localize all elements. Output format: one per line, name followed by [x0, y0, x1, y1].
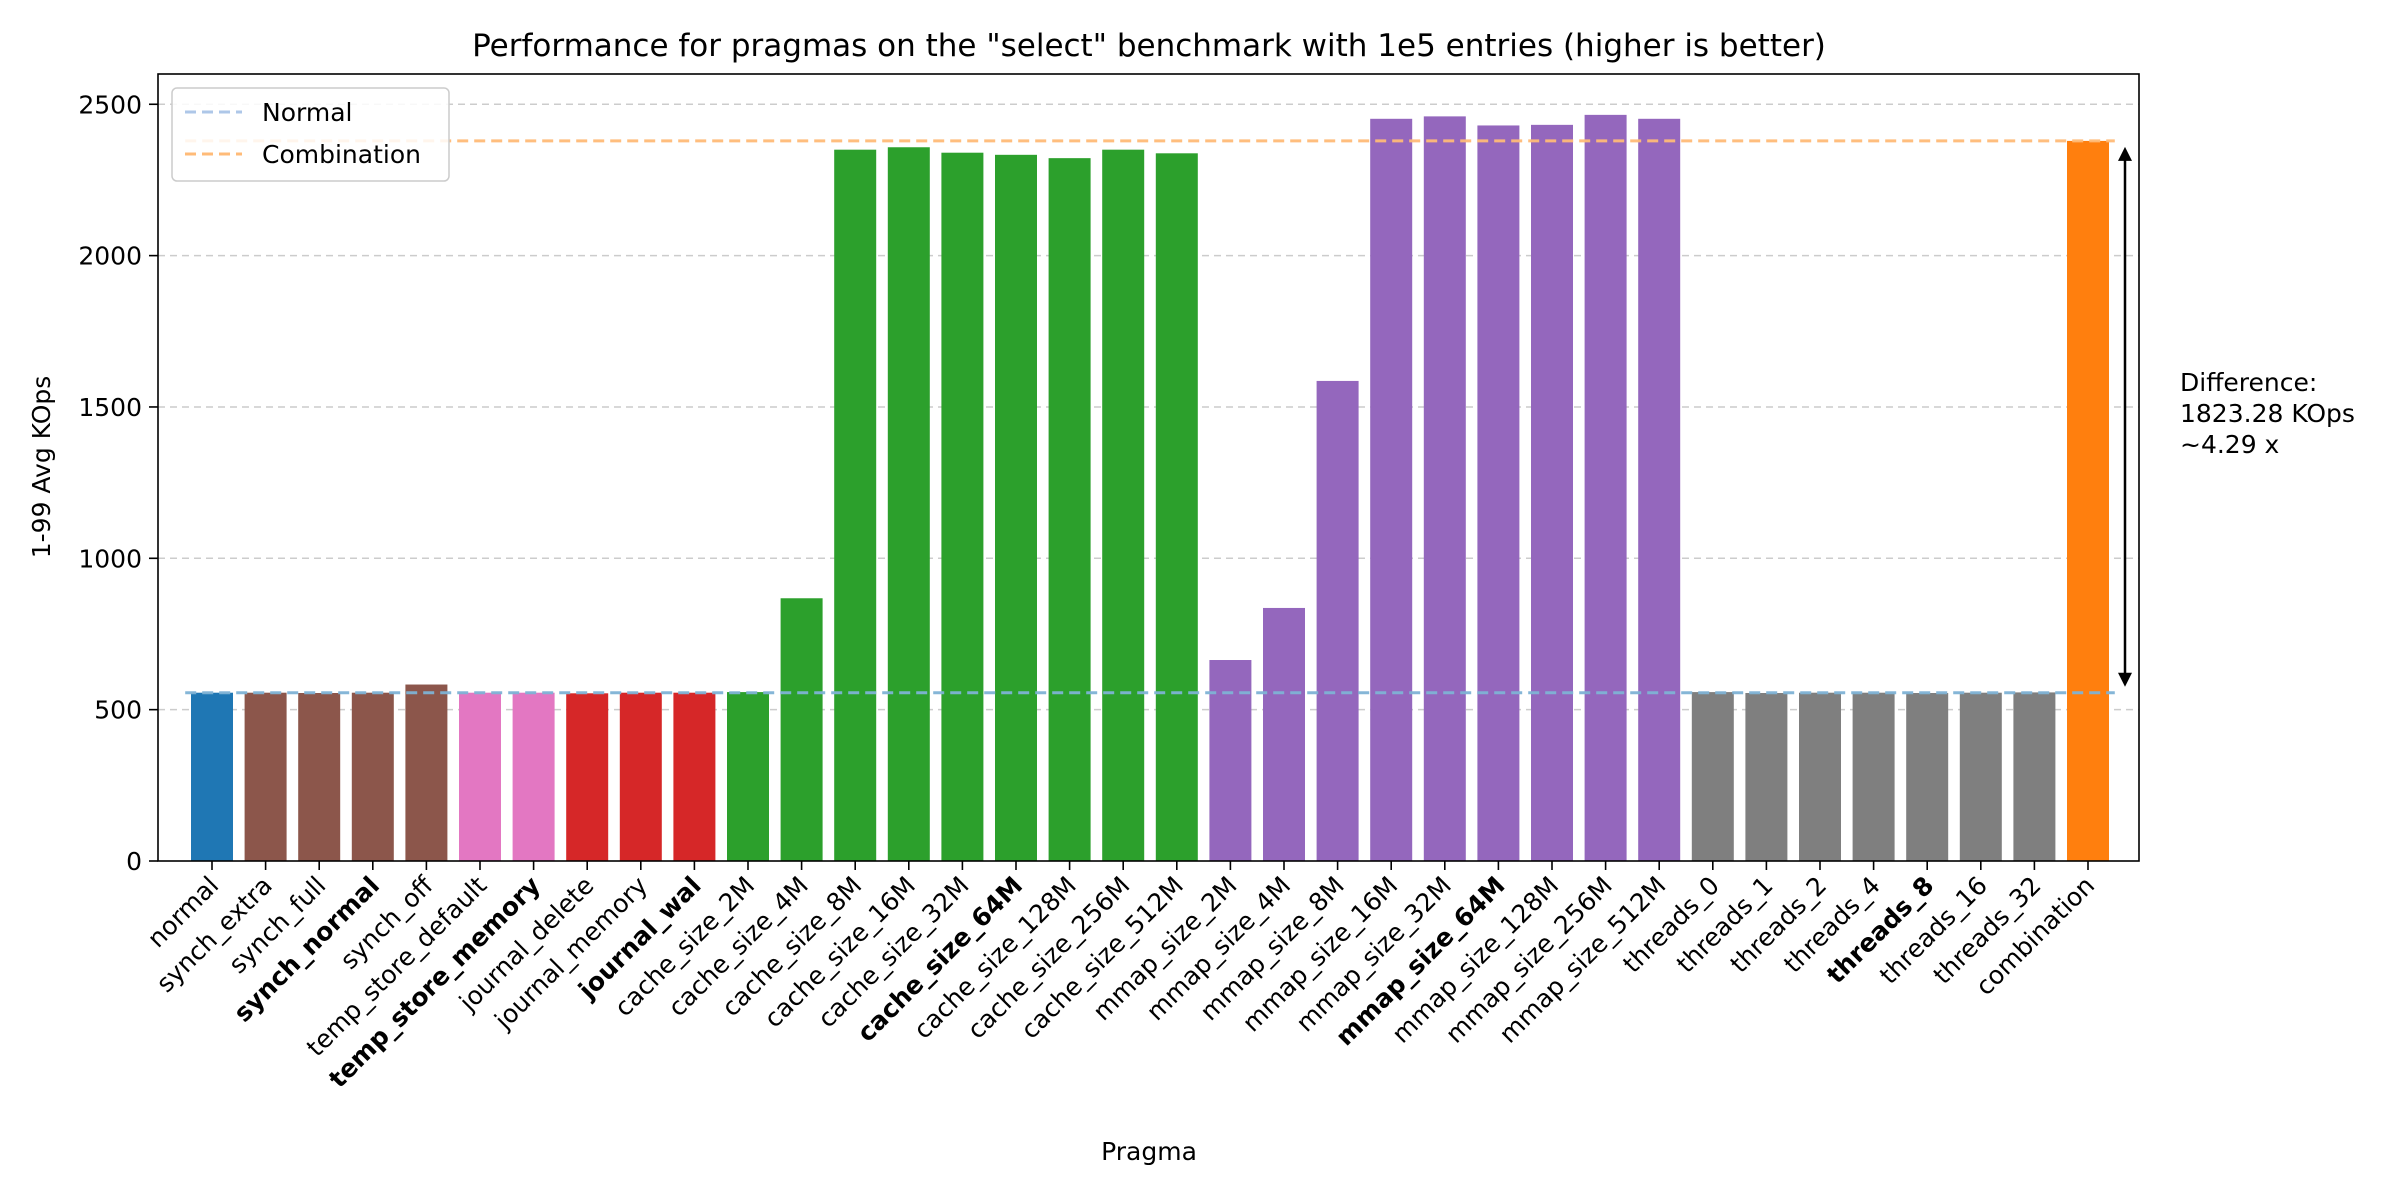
x-axis: normalsynch_extrasynch_fullsynch_normals… — [142, 861, 2100, 1093]
bar-cache_size_8M — [834, 149, 877, 861]
bar-threads_2 — [1799, 692, 1841, 861]
bar-mmap_size_32M — [1423, 116, 1466, 861]
x-axis-title: Pragma — [1101, 1137, 1197, 1166]
bar-journal_delete — [566, 693, 609, 861]
y-axis-title: 1-99 Avg KOps — [27, 376, 56, 559]
reference-lines — [185, 139, 2115, 695]
bar-synch_off — [405, 684, 448, 861]
bar-temp_store_memory — [512, 692, 555, 861]
bar-threads_32 — [2013, 692, 2056, 861]
bar-mmap_size_4M — [1263, 607, 1305, 861]
bar-cache_size_16M — [887, 147, 930, 862]
bar-threads_0 — [1691, 692, 1734, 861]
bar-combination — [2067, 140, 2109, 861]
bar-cache_size_256M — [1102, 149, 1145, 861]
arrow-head-down — [2118, 672, 2132, 687]
bar-cache_size_64M — [995, 154, 1037, 861]
bar-synch_full — [298, 693, 341, 861]
y-tick-label: 2500 — [78, 90, 142, 119]
y-tick-label: 2000 — [78, 242, 142, 271]
bar-mmap_size_512M — [1638, 118, 1681, 861]
y-tick-label: 1000 — [78, 544, 142, 573]
bar-cache_size_512M — [1155, 153, 1198, 861]
y-tick-label: 500 — [94, 696, 142, 725]
arrow-head-up — [2118, 146, 2132, 161]
bar-mmap_size_2M — [1209, 660, 1252, 861]
bar-journal_wal — [673, 692, 716, 861]
bar-temp_store_default — [459, 692, 501, 861]
legend-label: Normal — [262, 98, 352, 127]
difference-annotation-line: Difference: — [2180, 368, 2317, 397]
y-axis: 0 500 1000 1500 2000 2500 — [78, 90, 158, 876]
difference-annotation-line: ~4.29 x — [2180, 430, 2279, 459]
plot-frame — [157, 73, 2140, 862]
bar-mmap_size_8M — [1316, 380, 1359, 861]
bar-synch_extra — [244, 692, 287, 861]
bar-threads_8 — [1906, 693, 1949, 861]
difference-annotation: Difference:1823.28 KOps~4.29 x — [2118, 146, 2355, 687]
bar-journal_memory — [619, 692, 662, 861]
difference-annotation-line: 1823.28 KOps — [2180, 399, 2355, 428]
bar-threads_16 — [1959, 692, 2002, 861]
bar-threads_1 — [1745, 693, 1788, 861]
bar-cache_size_2M — [727, 692, 769, 861]
bar-mmap_size_64M — [1477, 125, 1520, 861]
bar-normal — [191, 692, 233, 861]
bar-cache_size_4M — [780, 598, 823, 861]
bar-mmap_size_256M — [1584, 114, 1627, 861]
bar-mmap_size_16M — [1370, 118, 1413, 861]
bar-cache_size_128M — [1048, 158, 1091, 862]
y-tick-label: 1500 — [78, 393, 142, 422]
bar-cache_size_32M — [941, 152, 984, 861]
bar-mmap_size_128M — [1531, 124, 1573, 862]
chart-title: Performance for pragmas on the "select" … — [472, 28, 1826, 64]
bars — [191, 114, 2109, 862]
y-tick-label: 0 — [126, 847, 142, 876]
bar-threads_4 — [1852, 692, 1895, 861]
legend: Normal Combination — [171, 87, 450, 182]
legend-label: Combination — [262, 140, 421, 169]
grid-lines — [158, 103, 2139, 711]
bar-synch_normal — [351, 692, 394, 861]
